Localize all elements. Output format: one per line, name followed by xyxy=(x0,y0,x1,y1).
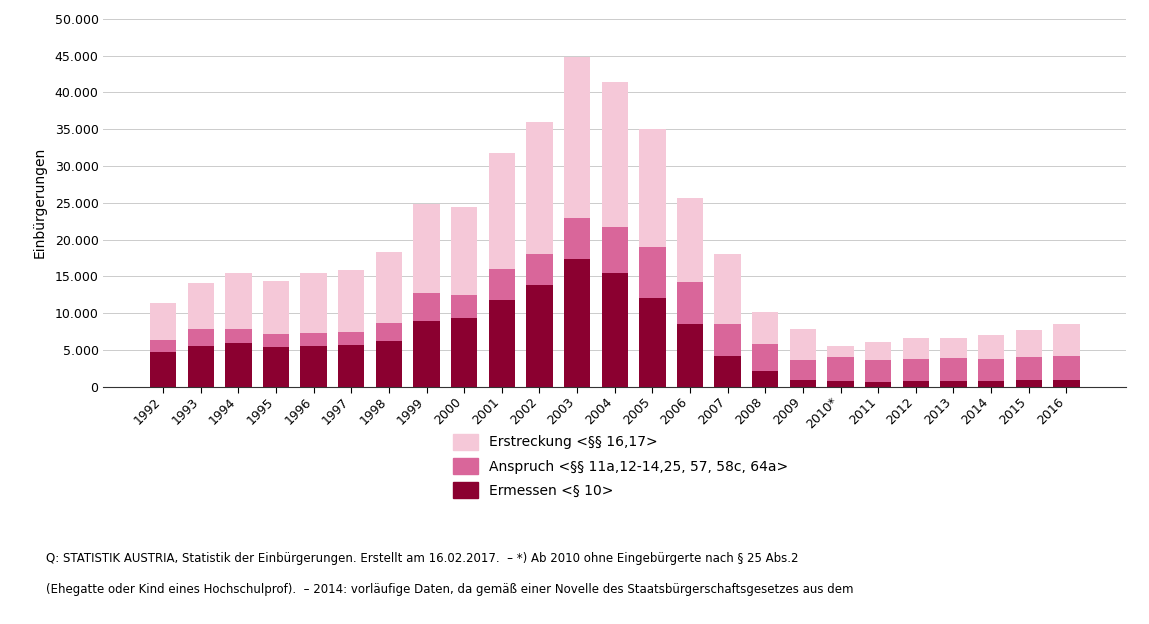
Bar xyxy=(225,329,252,343)
Bar xyxy=(338,270,364,332)
Bar xyxy=(526,255,553,285)
Bar xyxy=(827,346,854,358)
Bar xyxy=(149,303,176,341)
Bar xyxy=(940,381,966,387)
Bar xyxy=(414,203,440,293)
Bar xyxy=(715,255,741,324)
Bar xyxy=(452,207,477,295)
Bar xyxy=(940,338,966,358)
Bar xyxy=(827,358,854,381)
Bar xyxy=(225,343,252,387)
Bar xyxy=(414,293,440,321)
Bar xyxy=(602,82,627,227)
Bar xyxy=(564,218,591,259)
Bar xyxy=(639,129,665,247)
Bar xyxy=(940,358,966,381)
Bar xyxy=(376,323,402,341)
Bar xyxy=(488,269,515,300)
Bar xyxy=(789,380,816,387)
Bar xyxy=(526,285,553,387)
Bar xyxy=(827,381,854,387)
Bar xyxy=(753,371,778,387)
Bar xyxy=(1054,324,1080,356)
Bar xyxy=(602,227,627,273)
Bar xyxy=(753,344,778,371)
Text: Q: STATISTIK AUSTRIA, Statistik der Einbürgerungen. Erstellt am 16.02.2017.  – *: Q: STATISTIK AUSTRIA, Statistik der Einb… xyxy=(46,552,799,565)
Bar xyxy=(187,346,214,387)
Legend: Erstreckung <§§ 16,17>, Anspruch <§§ 11a,12-14,25, 57, 58c, 64a>, Ermessen <§ 10: Erstreckung <§§ 16,17>, Anspruch <§§ 11a… xyxy=(453,434,788,499)
Bar xyxy=(1054,379,1080,387)
Bar xyxy=(677,281,703,324)
Bar xyxy=(715,356,741,387)
Bar xyxy=(488,153,515,269)
Bar xyxy=(677,198,703,281)
Bar xyxy=(677,324,703,387)
Y-axis label: Einbürgerungen: Einbürgerungen xyxy=(32,147,46,258)
Text: (Ehegatte oder Kind eines Hochschulprof).  – 2014: vorläufige Daten, da gemäß ei: (Ehegatte oder Kind eines Hochschulprof)… xyxy=(46,583,854,597)
Bar xyxy=(1054,356,1080,379)
Bar xyxy=(865,342,892,361)
Bar xyxy=(414,321,440,387)
Bar xyxy=(300,273,326,333)
Bar xyxy=(338,345,364,387)
Bar xyxy=(263,347,290,387)
Bar xyxy=(300,333,326,346)
Bar xyxy=(1016,358,1042,380)
Bar xyxy=(903,359,930,381)
Bar xyxy=(715,324,741,356)
Bar xyxy=(376,252,402,323)
Bar xyxy=(602,273,627,387)
Bar xyxy=(978,381,1004,387)
Bar xyxy=(639,298,665,387)
Bar xyxy=(488,300,515,387)
Bar xyxy=(639,247,665,298)
Bar xyxy=(263,334,290,347)
Bar xyxy=(225,273,252,329)
Bar xyxy=(452,318,477,387)
Bar xyxy=(263,281,290,334)
Bar xyxy=(187,283,214,329)
Bar xyxy=(187,329,214,346)
Bar xyxy=(149,341,176,353)
Bar xyxy=(1016,380,1042,387)
Bar xyxy=(300,346,326,387)
Bar xyxy=(865,382,892,387)
Bar xyxy=(376,341,402,387)
Bar xyxy=(978,359,1004,381)
Bar xyxy=(1016,330,1042,358)
Bar xyxy=(903,338,930,359)
Bar xyxy=(753,312,778,344)
Bar xyxy=(789,359,816,380)
Bar xyxy=(564,57,591,218)
Bar xyxy=(903,381,930,387)
Bar xyxy=(564,259,591,387)
Bar xyxy=(978,335,1004,359)
Bar xyxy=(338,332,364,345)
Bar xyxy=(865,361,892,382)
Bar xyxy=(789,329,816,359)
Bar xyxy=(149,353,176,387)
Bar xyxy=(526,122,553,255)
Bar xyxy=(452,295,477,318)
